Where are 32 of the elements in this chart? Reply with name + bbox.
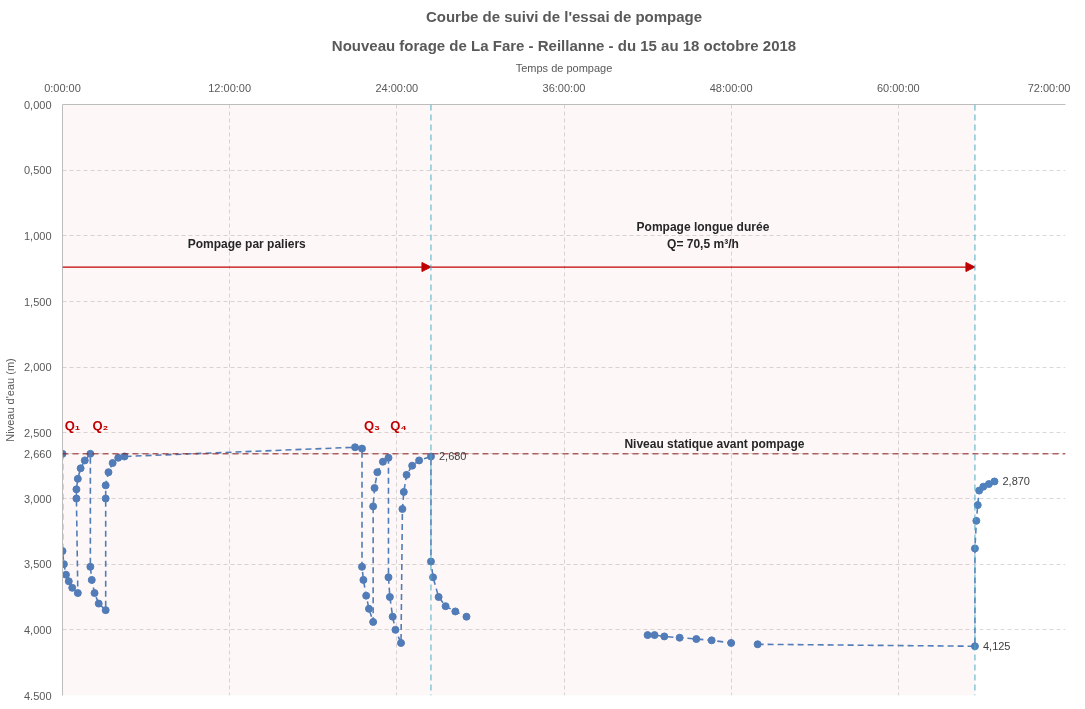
y-tick-label: 4,000 — [23, 623, 52, 636]
x-tick-label: 36:00:00 — [542, 81, 586, 94]
y-tick-label: 0,500 — [23, 164, 52, 177]
x-tick-label: 72:00:00 — [1027, 81, 1071, 94]
data-label: 4,125 — [982, 640, 1011, 653]
x-tick-label: 24:00:00 — [375, 81, 419, 94]
y-tick-label: 0,000 — [23, 98, 52, 111]
band-label: Pompage par paliers — [187, 237, 307, 252]
y-tick-label: 1,500 — [23, 295, 52, 308]
data-label: 2,680 — [438, 450, 467, 463]
x-tick-label: 48:00:00 — [709, 81, 753, 94]
y-tick-label: 2,500 — [23, 426, 52, 439]
y-tick-label: 3,500 — [23, 558, 52, 571]
annotation: Q₁ — [64, 418, 81, 434]
x-axis-title: Temps de pompage — [515, 61, 613, 74]
annotation: Q₂ — [92, 418, 109, 434]
x-tick-label: 12:00:00 — [208, 81, 252, 94]
chart-subtitle: Nouveau forage de La Fare - Reillanne - du 15 au 18 octobre 2018 — [331, 36, 797, 54]
x-tick-label: 0:00:00 — [44, 81, 81, 94]
ref-line-label: Niveau statique avant pompage — [624, 436, 805, 451]
y-axis-title: Niveau d'eau (m) — [3, 358, 16, 442]
chart-title: Courbe de suivi de l'essai de pompage — [425, 7, 703, 25]
y-tick-label: 3,000 — [23, 492, 52, 505]
y-tick-label: 2,660 — [23, 447, 52, 460]
y-tick-label: 4,500 — [23, 689, 52, 702]
data-label: 2,870 — [1002, 475, 1030, 488]
x-tick-label: 60:00:00 — [876, 81, 920, 94]
band-label: Pompage longue durée Q= 70,5 m³/h — [636, 220, 770, 252]
y-tick-label: 1,000 — [23, 229, 52, 242]
annotation: Q₃ — [363, 418, 381, 434]
annotation: Q₄ — [390, 418, 407, 434]
y-tick-label: 2,000 — [23, 361, 52, 374]
